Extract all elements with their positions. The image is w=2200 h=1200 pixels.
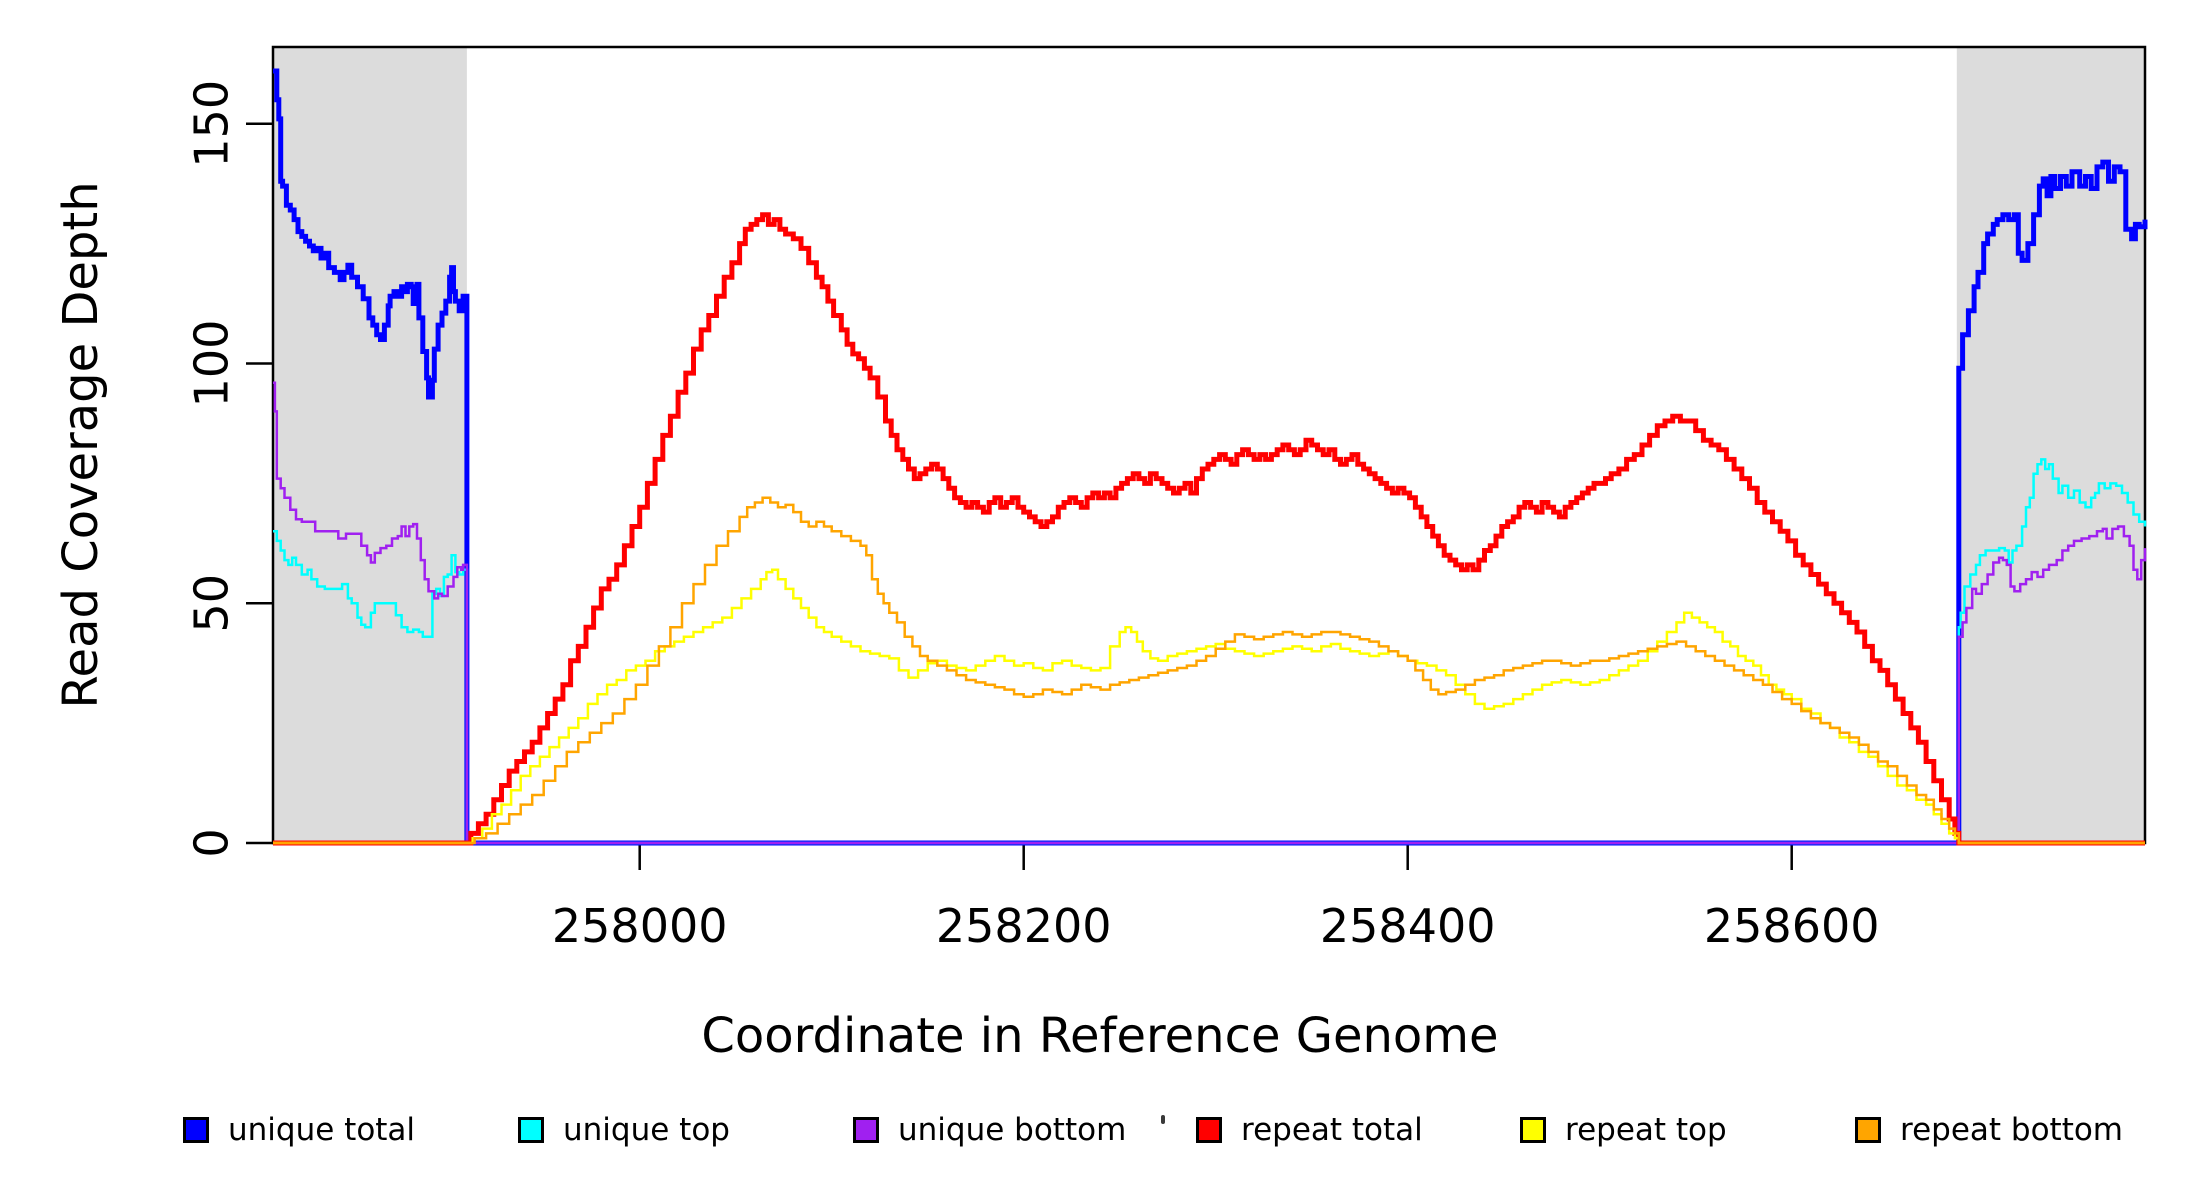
x-tick-label: 258200	[936, 899, 1112, 953]
legend-label: unique bottom	[898, 1112, 1127, 1148]
x-tick-label: 258600	[1704, 899, 1880, 953]
legend-label: repeat total	[1241, 1112, 1423, 1148]
legend-swatch-unique-top	[518, 1117, 544, 1143]
y-tick-label: 50	[185, 574, 239, 633]
series-line-unique-top	[273, 458, 2147, 845]
series-line-repeat-top	[273, 568, 2145, 845]
legend-swatch-unique-bottom	[853, 1117, 879, 1143]
legend-item-unique-bottom: unique bottom	[853, 1100, 1126, 1160]
legend-item-unique-total: unique total	[183, 1100, 415, 1160]
y-tick-label: 0	[185, 828, 239, 857]
series-line-unique-total	[273, 68, 2148, 846]
y-tick-label: 150	[185, 80, 239, 168]
plot-box-border	[271, 45, 2147, 845]
y-axis-title: Read Coverage Depth	[53, 181, 109, 709]
shaded-region-left-unique-flank	[273, 47, 467, 843]
legend-swatch-unique-total	[183, 1117, 209, 1143]
legend-swatch-repeat-bottom	[1855, 1117, 1881, 1143]
y-axis-title-wrap: Read Coverage Depth	[36, 0, 126, 890]
legend-item-unique-top: unique top	[518, 1100, 730, 1160]
y-tick-label: 100	[185, 320, 239, 408]
legend-label: unique total	[228, 1112, 416, 1148]
x-tick-label: 258400	[1320, 899, 1496, 953]
legend-label: unique top	[563, 1112, 730, 1148]
x-tick-label: 258000	[552, 899, 728, 953]
x-axis-title: Coordinate in Reference Genome	[701, 1008, 1499, 1064]
plot-area: 258000 258200 258400 258600 0 50 100 150	[185, 45, 2148, 953]
legend-swatch-repeat-top	[1520, 1117, 1546, 1143]
legend: unique total unique top unique bottom repea…	[0, 1100, 2200, 1170]
series-line-repeat-total	[273, 212, 2145, 846]
legend-item-repeat-top: repeat top	[1520, 1100, 1727, 1160]
legend-item-repeat-bottom: repeat bottom	[1855, 1100, 2123, 1160]
legend-swatch-repeat-total	[1196, 1117, 1222, 1143]
legend-item-repeat-total: repeat total	[1196, 1100, 1423, 1160]
legend-label: repeat top	[1565, 1112, 1727, 1148]
series-line-repeat-bottom	[273, 496, 2145, 845]
stray-mark	[1161, 1115, 1165, 1124]
legend-label: repeat bottom	[1900, 1112, 2124, 1148]
series-line-unique-bottom	[273, 381, 2147, 845]
